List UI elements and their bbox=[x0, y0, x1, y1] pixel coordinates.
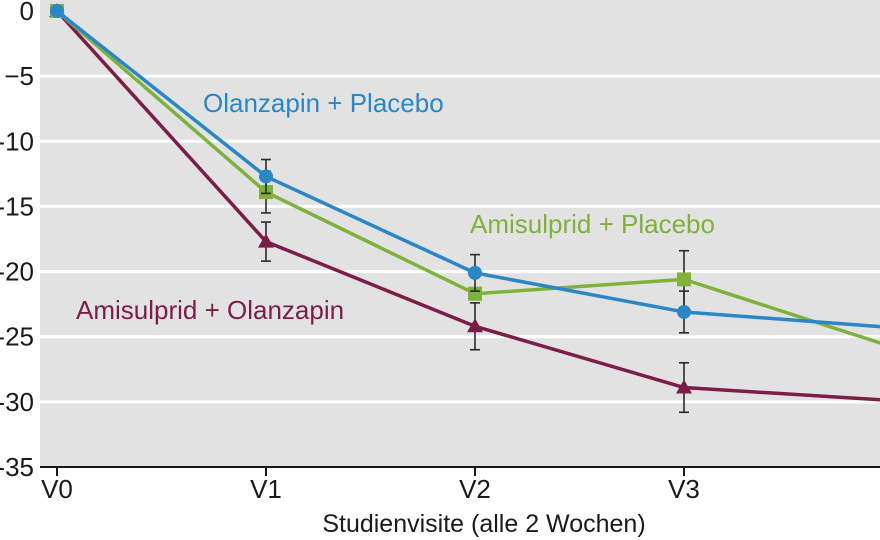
series-label-amisulprid-placebo: Amisulprid + Placebo bbox=[470, 209, 715, 239]
x-tick-label: V2 bbox=[459, 474, 491, 504]
y-tick-label: −5 bbox=[4, 61, 34, 91]
x-tick-label: V0 bbox=[41, 474, 73, 504]
x-tick-label: V3 bbox=[668, 474, 700, 504]
data-point bbox=[50, 4, 64, 18]
data-point bbox=[259, 169, 273, 184]
data-point bbox=[468, 286, 482, 301]
y-tick-label: -10 bbox=[0, 126, 34, 156]
data-point bbox=[467, 318, 483, 333]
data-series bbox=[49, 3, 880, 414]
data-point bbox=[258, 233, 274, 248]
data-point bbox=[676, 379, 692, 394]
plot-background bbox=[40, 0, 880, 467]
series-label-amisulprid-olanzapin: Amisulprid + Olanzapin bbox=[76, 295, 344, 325]
data-point bbox=[468, 265, 482, 280]
series-label-olanzapin-placebo: Olanzapin + Placebo bbox=[203, 88, 444, 118]
y-tick-label: -20 bbox=[0, 257, 34, 287]
gridlines bbox=[40, 74, 880, 404]
y-tick-label: -15 bbox=[0, 191, 34, 221]
x-tick-label: V1 bbox=[250, 474, 282, 504]
y-tick-label: -25 bbox=[0, 322, 34, 352]
series-olanzapin-placebo bbox=[50, 4, 880, 334]
x-axis-title: Studienvisite (alle 2 Wochen) bbox=[322, 510, 645, 538]
y-tick-label: 0 bbox=[20, 0, 34, 26]
x-axis-ticks: V0V1V2V3V bbox=[40, 466, 880, 504]
y-axis-ticks: 0 −5 -10 -15 -20 -25 -30 -35 bbox=[0, 0, 34, 482]
data-point bbox=[677, 272, 691, 287]
y-tick-label: -30 bbox=[0, 387, 34, 417]
data-point bbox=[677, 304, 691, 319]
y-tick-label: -35 bbox=[0, 452, 34, 482]
